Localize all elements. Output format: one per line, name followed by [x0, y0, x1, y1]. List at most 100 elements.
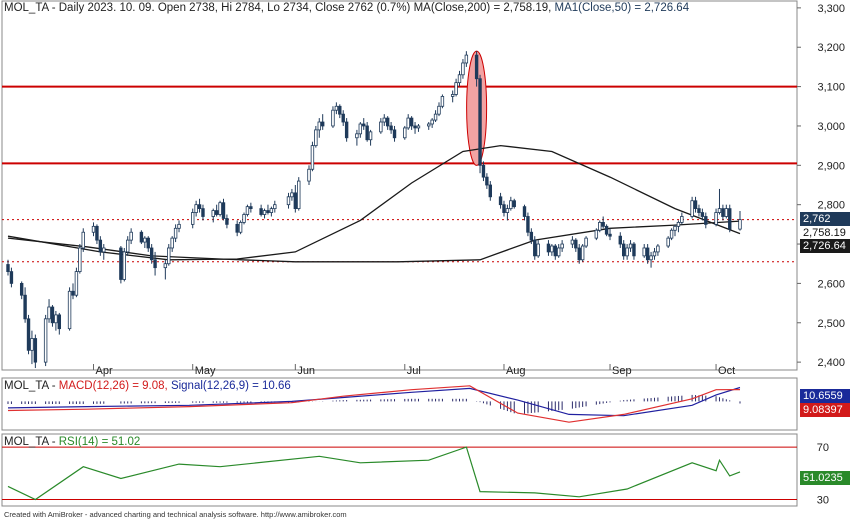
y-tick-label: 3,300 — [817, 3, 845, 15]
candle-body — [632, 243, 636, 257]
candle-body — [266, 210, 270, 213]
rsi-title: MOL_TA - RSI(14) = 51.02 — [4, 436, 140, 448]
candle-body — [427, 123, 431, 127]
ma50-tag: 2,726.64 — [800, 239, 850, 253]
candle-body — [485, 176, 489, 186]
candle-body — [498, 196, 503, 206]
macd-title: MOL_TA - MACD(12,26) = 9.08, Signal(12,2… — [4, 380, 291, 392]
candle-body — [450, 94, 455, 97]
candle-body — [652, 251, 657, 257]
candle-body — [91, 225, 96, 233]
candle-body — [95, 225, 99, 241]
candle-body — [457, 74, 462, 84]
candle-body — [362, 123, 366, 127]
price-title-main: MOL_TA - Daily 2023. 10. 09. Open 2738, … — [4, 2, 555, 14]
candle-body — [129, 231, 133, 241]
candle-body — [122, 251, 126, 280]
y-tick-label: 3,100 — [817, 82, 845, 94]
macd-pane — [1, 377, 798, 431]
candle-body — [98, 239, 103, 253]
rsi-title-label: RSI(14) = 51.02 — [58, 436, 141, 448]
candle-body — [598, 221, 602, 231]
x-tick-label: Sep — [612, 365, 632, 377]
signal-line — [7, 386, 741, 417]
candle-body — [704, 216, 708, 225]
candle-body — [604, 225, 609, 235]
candle-body — [693, 200, 698, 210]
candle-body — [608, 233, 612, 237]
candle-body — [389, 125, 393, 131]
x-tick-label: Aug — [506, 365, 526, 377]
candle-body — [680, 216, 684, 223]
candle-body — [191, 212, 195, 225]
candle-body — [570, 239, 575, 245]
candle-body — [170, 237, 174, 249]
y-tick-label: 2,600 — [817, 278, 845, 290]
candle-body — [700, 212, 705, 217]
candle-body — [642, 247, 646, 257]
candle-body — [211, 210, 215, 217]
candle-body — [71, 290, 75, 296]
candle-body — [478, 78, 482, 166]
candle-body — [454, 82, 458, 95]
candle-body — [724, 208, 729, 217]
macd-title-label: MACD(12,26) = 9.08, — [58, 380, 171, 392]
y-tick-label: 3,200 — [817, 42, 845, 54]
candle-body — [177, 223, 181, 229]
candle-body — [669, 229, 674, 239]
candle-body — [560, 243, 564, 249]
signal-tag: 10.6559 — [800, 389, 850, 403]
candle-body — [314, 129, 318, 147]
candle-body — [341, 113, 345, 123]
candle-body — [717, 208, 722, 213]
candle-body — [317, 121, 321, 131]
y-tick-label: 2,900 — [817, 160, 845, 172]
rsi-level-label: 70 — [817, 442, 829, 454]
candle-body — [249, 206, 253, 210]
candle-body — [526, 216, 530, 233]
signal-title-label: Signal(12,26,9) = 10.66 — [170, 380, 291, 392]
candle-body — [290, 192, 294, 198]
ma200-tag: 2,758.19 — [800, 226, 850, 240]
candle-body — [622, 243, 626, 257]
x-tick-label: Oct — [718, 365, 735, 377]
candle-body — [557, 247, 561, 257]
candle-body — [50, 306, 55, 324]
candle-body — [601, 221, 605, 227]
candle-body — [23, 294, 27, 320]
candle-body — [645, 247, 650, 261]
candle-body — [676, 221, 681, 227]
candle-body — [403, 127, 407, 139]
candle-body — [197, 204, 202, 210]
candle-body — [714, 212, 718, 225]
candle-body — [331, 109, 335, 127]
candle-body — [392, 129, 397, 139]
candle-body — [536, 243, 540, 257]
candle-body — [440, 96, 445, 107]
candle-body — [344, 121, 349, 139]
candle-body — [293, 192, 298, 210]
candle-body — [355, 133, 359, 139]
price-pane: 3,3003,2003,1003,0002,9002,8002,7002,600… — [1, 0, 845, 377]
candle-body — [153, 259, 157, 269]
candle-body — [368, 131, 373, 141]
candle-body — [146, 237, 150, 249]
candle-body — [320, 121, 325, 127]
candle-body — [533, 239, 537, 257]
candle-body — [214, 210, 219, 215]
x-tick-label: Jul — [407, 365, 421, 377]
macd-tag: 9.08397 — [800, 403, 850, 417]
candle-body — [738, 219, 742, 230]
candle-body — [225, 218, 229, 225]
candle-body — [628, 243, 633, 249]
close-price-tag: 2,762 — [800, 212, 850, 226]
y-tick-label: 3,000 — [817, 121, 845, 133]
candle-body — [74, 271, 79, 296]
candle-body — [577, 247, 581, 261]
candle-body — [47, 306, 51, 320]
rsi-level-label: 30 — [817, 494, 829, 506]
candle-body — [618, 235, 622, 245]
macd-line — [7, 385, 741, 423]
candle-body — [163, 263, 168, 269]
candle-body — [666, 237, 670, 247]
